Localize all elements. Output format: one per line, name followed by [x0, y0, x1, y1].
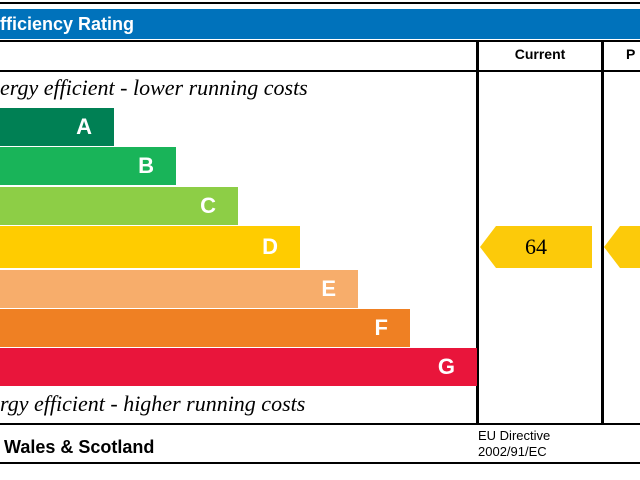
rating-bar-c: C: [0, 187, 238, 225]
footer-top-line: [0, 423, 640, 425]
rating-bar-a: A: [0, 108, 114, 146]
bottom-border: [0, 462, 640, 464]
potential-column-header: P: [626, 46, 636, 62]
column-divider-potential: [601, 40, 604, 424]
rating-bar-e: E: [0, 270, 358, 308]
rating-bar-f: F: [0, 309, 410, 347]
column-divider-current: [476, 40, 479, 424]
chart-title: fficiency Rating: [0, 9, 640, 39]
directive-line-2: 2002/91/EC: [478, 444, 547, 459]
header-bottom-line: [0, 70, 640, 72]
current-column-header: Current: [514, 46, 566, 62]
potential-rating-arrow: [604, 226, 640, 268]
top-note: ergy efficient - lower running costs: [0, 75, 308, 100]
bottom-note: rgy efficient - higher running costs: [0, 391, 306, 416]
footer-directive: EU Directive 2002/91/EC: [478, 428, 550, 460]
rating-bar-b: B: [0, 147, 176, 185]
header-top-line: [0, 40, 640, 42]
rating-bar-d: D: [0, 226, 300, 268]
footer-region: Wales & Scotland: [4, 437, 155, 457]
current-rating-arrow: 64: [480, 226, 592, 268]
directive-line-1: EU Directive: [478, 428, 551, 443]
top-border: [0, 2, 640, 4]
rating-bar-g: G: [0, 348, 477, 386]
